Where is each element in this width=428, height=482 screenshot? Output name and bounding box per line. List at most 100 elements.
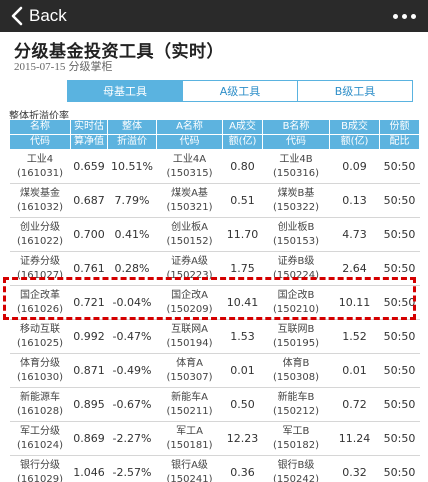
table-row[interactable]: 银行分级 (161029) 1.046 -2.57% 银行A级 (150241) 0.36 银… xyxy=(9,455,420,482)
cell-parent-name: 国企改革 xyxy=(20,289,60,301)
cell-b-fund: 工业4B (150316) xyxy=(262,149,330,184)
cell-a-fund: 创业板A (150152) xyxy=(156,217,223,252)
table-header-row: 名称 实时估 整体 A名称 A成交 B名称 B成交 份额 xyxy=(9,119,420,135)
cell-b-fund: 创业板B (150153) xyxy=(262,217,330,252)
cell-b-fund-name: 创业板B xyxy=(277,221,315,233)
cell-parent-name: 新能源车 xyxy=(20,391,60,403)
more-menu-button[interactable] xyxy=(393,9,416,23)
cell-nav: 0.687 xyxy=(70,183,108,218)
section-label: 整体折溢价率 xyxy=(9,111,69,122)
cell-b-fund-name: 体育B xyxy=(282,357,310,369)
cell-a-fund-code: (150223) xyxy=(166,269,213,281)
cell-b-fund-name: 军工B xyxy=(282,425,310,437)
cell-b-fund-code: (150242) xyxy=(273,473,319,482)
tab-parent-fund[interactable]: 母基工具 xyxy=(68,81,183,101)
cell-parent: 工业4 (161031) xyxy=(9,149,71,184)
cell-split: 50:50 xyxy=(379,421,420,456)
back-label: Back xyxy=(29,6,67,25)
cell-b-fund: 体育B (150308) xyxy=(262,353,330,388)
cell-b-vol: 0.72 xyxy=(329,387,380,422)
cell-a-fund-name: 新能车A xyxy=(171,391,208,403)
cell-b-fund-name: 证券B级 xyxy=(277,255,315,267)
page-subtitle: 2015-07-15 分级掌柜 xyxy=(14,58,113,74)
cell-b-fund-name: 银行B级 xyxy=(277,459,315,471)
cell-b-fund-code: (150153) xyxy=(273,235,319,247)
table-row[interactable]: 创业分级 (161022) 0.700 0.41% 创业板A (150152) 11.70 创… xyxy=(9,217,420,252)
cell-a-fund: 国企改A (150209) xyxy=(156,285,223,320)
table-row[interactable]: 新能源车 (161028) 0.895 -0.67% 新能车A (150211) 0.50 新… xyxy=(9,387,420,422)
cell-a-fund-name: 银行A级 xyxy=(171,459,208,471)
cell-b-fund-name: 煤炭B基 xyxy=(277,187,315,199)
cell-premium: 0.41% xyxy=(107,217,157,252)
cell-a-fund-code: (150152) xyxy=(166,235,213,247)
cell-b-fund-code: (150212) xyxy=(273,405,319,417)
tab-a-class[interactable]: A级工具 xyxy=(183,81,298,101)
cell-b-fund-code: (150195) xyxy=(273,337,319,349)
cell-a-vol: 0.51 xyxy=(222,183,263,218)
table-row[interactable]: 工业4 (161031) 0.659 10.51% 工业4A (150315) 0.80 工业… xyxy=(9,149,420,184)
cell-parent-name: 创业分级 xyxy=(20,221,60,233)
cell-a-fund: 新能车A (150211) xyxy=(156,387,223,422)
cell-a-fund: 工业4A (150315) xyxy=(156,149,223,184)
cell-parent-name: 煤炭基金 xyxy=(20,187,60,199)
cell-premium: -0.47% xyxy=(107,319,157,354)
cell-b-vol: 0.32 xyxy=(329,455,380,482)
cell-a-fund-code: (150211) xyxy=(166,405,213,417)
col-split-2: 配比 xyxy=(379,134,420,150)
cell-split: 50:50 xyxy=(379,149,420,184)
cell-b-fund-code: (150224) xyxy=(273,269,319,281)
cell-b-fund-code: (150308) xyxy=(273,371,319,383)
cell-a-fund-code: (150241) xyxy=(166,473,213,482)
cell-a-fund: 军工A (150181) xyxy=(156,421,223,456)
chevron-left-icon xyxy=(11,6,23,26)
cell-a-fund-code: (150307) xyxy=(166,371,213,383)
cell-parent: 煤炭基金 (161032) xyxy=(9,183,71,218)
table-row[interactable]: 煤炭基金 (161032) 0.687 7.79% 煤炭A基 (150321) 0.51 煤炭… xyxy=(9,183,420,218)
table-row[interactable]: 移动互联 (161025) 0.992 -0.47% 互联网A (150194) 1.53 互… xyxy=(9,319,420,354)
col-premium-1: 整体 xyxy=(107,119,157,135)
cell-split: 50:50 xyxy=(379,217,420,252)
table-row[interactable]: 体育分级 (161030) 0.871 -0.49% 体育A (150307) 0.01 体育… xyxy=(9,353,420,388)
cell-a-fund-name: 工业4A xyxy=(172,153,207,165)
date-label: 2015-07-15 xyxy=(14,61,66,73)
cell-b-fund: 银行B级 (150242) xyxy=(262,455,330,482)
back-button[interactable]: Back xyxy=(8,5,67,27)
cell-b-fund: 新能车B (150212) xyxy=(262,387,330,422)
col-a-vol-1: A成交 xyxy=(222,119,263,135)
cell-parent-code: (161029) xyxy=(17,473,63,482)
cell-b-fund-name: 工业4B xyxy=(279,153,313,165)
cell-b-fund-code: (150210) xyxy=(273,303,319,315)
col-parent-name: 名称 xyxy=(9,119,71,135)
table-row[interactable]: 国企改革 (161026) 0.721 -0.04% 国企改A (150209) 10.41… xyxy=(9,285,420,320)
cell-parent-code: (161027) xyxy=(17,269,63,281)
cell-b-fund: 军工B (150182) xyxy=(262,421,330,456)
cell-b-vol: 1.52 xyxy=(329,319,380,354)
cell-parent: 新能源车 (161028) xyxy=(9,387,71,422)
cell-premium: -0.67% xyxy=(107,387,157,422)
cell-a-vol: 10.41 xyxy=(222,285,263,320)
cell-b-vol: 4.73 xyxy=(329,217,380,252)
cell-parent: 军工分级 (161024) xyxy=(9,421,71,456)
source-label: 分级掌柜 xyxy=(68,61,113,73)
cell-a-fund: 体育A (150307) xyxy=(156,353,223,388)
cell-a-vol: 0.80 xyxy=(222,149,263,184)
cell-parent-code: (161032) xyxy=(17,201,63,213)
page-title: 分级基金投资工具（实时） xyxy=(14,42,224,62)
cell-a-fund-code: (150181) xyxy=(166,439,213,451)
cell-split: 50:50 xyxy=(379,285,420,320)
table-row[interactable]: 证券分级 (161027) 0.761 0.28% 证券A级 (150223) 1.75 证券… xyxy=(9,251,420,286)
tab-b-class[interactable]: B级工具 xyxy=(298,81,412,101)
col-premium-2: 折溢价 xyxy=(107,134,157,150)
cell-a-fund-code: (150315) xyxy=(166,167,213,179)
cell-parent-code: (161030) xyxy=(17,371,63,383)
cell-premium: -0.49% xyxy=(107,353,157,388)
cell-split: 50:50 xyxy=(379,251,420,286)
cell-a-vol: 0.50 xyxy=(222,387,263,422)
col-nav-est-2: 算净值 xyxy=(70,134,108,150)
table-row[interactable]: 军工分级 (161024) 0.869 -2.27% 军工A (150181) 12.23 军… xyxy=(9,421,420,456)
more-dots-icon xyxy=(393,13,398,19)
cell-parent: 证券分级 (161027) xyxy=(9,251,71,286)
cell-nav: 0.659 xyxy=(70,149,108,184)
cell-premium: -2.57% xyxy=(107,455,157,482)
cell-a-fund-name: 煤炭A基 xyxy=(171,187,208,199)
